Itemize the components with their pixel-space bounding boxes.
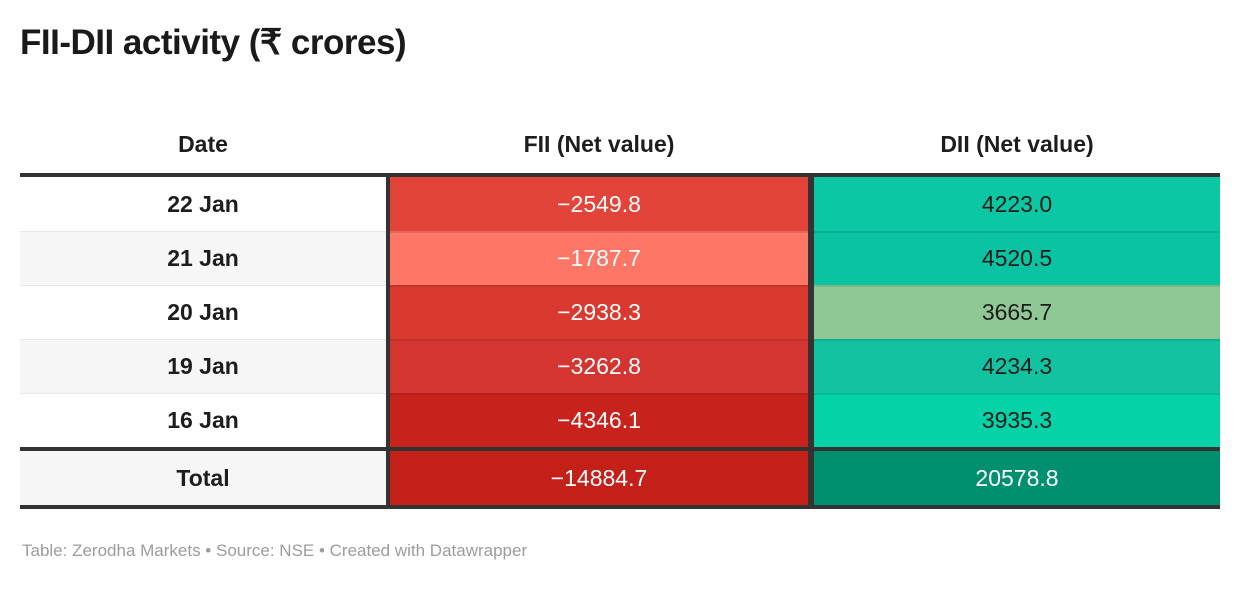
table-row: 19 Jan −3262.8 4234.3	[20, 339, 1220, 393]
table-row: 16 Jan −4346.1 3935.3	[20, 393, 1220, 447]
column-divider	[386, 231, 390, 285]
fii-value-cell: −2549.8	[390, 177, 808, 231]
total-label-cell: Total	[20, 451, 386, 505]
dii-value-cell: 3935.3	[814, 393, 1220, 447]
dii-value-cell: 4520.5	[814, 231, 1220, 285]
fii-total-cell: −14884.7	[390, 451, 808, 505]
column-divider	[808, 231, 814, 285]
table-total-row: Total −14884.7 20578.8	[20, 447, 1220, 509]
dii-value-cell: 3665.7	[814, 285, 1220, 339]
date-cell: 19 Jan	[20, 339, 386, 393]
column-divider	[808, 285, 814, 339]
date-cell: 22 Jan	[20, 177, 386, 231]
column-divider	[386, 177, 390, 231]
fii-value-cell: −3262.8	[390, 339, 808, 393]
fii-value-cell: −2938.3	[390, 285, 808, 339]
column-header-date: Date	[178, 131, 228, 157]
column-header-dii: DII (Net value)	[940, 131, 1094, 157]
page-title: FII-DII activity (₹ crores)	[20, 23, 407, 62]
table-row: 20 Jan −2938.3 3665.7	[20, 285, 1220, 339]
column-divider	[386, 451, 390, 505]
table-row: 21 Jan −1787.7 4520.5	[20, 231, 1220, 285]
column-divider	[808, 177, 814, 231]
column-divider	[808, 339, 814, 393]
date-cell: 16 Jan	[20, 393, 386, 447]
column-header-fii: FII (Net value)	[523, 131, 675, 157]
fii-value-cell: −1787.7	[390, 231, 808, 285]
column-divider	[808, 451, 814, 505]
date-cell: 21 Jan	[20, 231, 386, 285]
attribution-footer: Table: Zerodha Markets • Source: NSE • C…	[22, 541, 528, 560]
datawrapper-table-visual: FII-DII activity (₹ crores) Date FII (Ne…	[20, 23, 1220, 560]
column-divider	[386, 339, 390, 393]
column-divider	[808, 393, 814, 447]
column-divider	[386, 393, 390, 447]
fii-value-cell: −4346.1	[390, 393, 808, 447]
column-divider	[386, 285, 390, 339]
table-header-row: Date FII (Net value) DII (Net value)	[20, 116, 1220, 177]
dii-total-cell: 20578.8	[814, 451, 1220, 505]
date-cell: 20 Jan	[20, 285, 386, 339]
table-row: 22 Jan −2549.8 4223.0	[20, 177, 1220, 231]
dii-value-cell: 4223.0	[814, 177, 1220, 231]
dii-value-cell: 4234.3	[814, 339, 1220, 393]
